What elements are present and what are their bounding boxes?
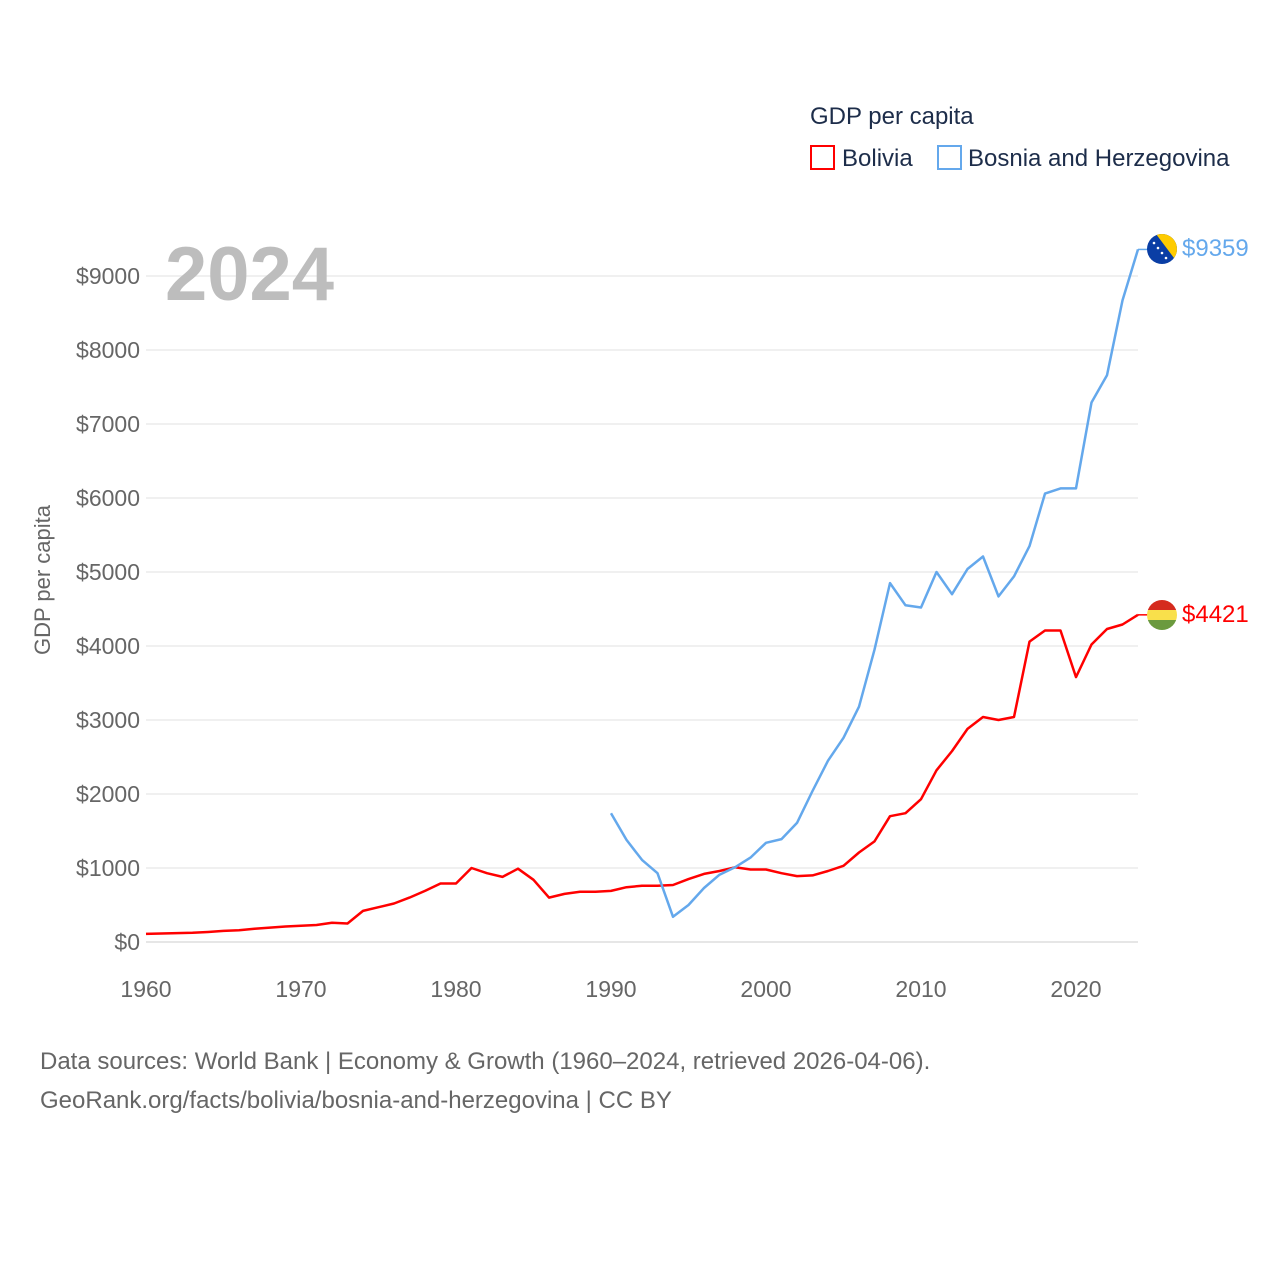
y-tick-label: $9000	[76, 263, 140, 289]
x-tick-label: 1960	[120, 976, 171, 1002]
bolivia-end-label: $4421	[1182, 601, 1249, 628]
y-axis-label: GDP per capita	[30, 504, 55, 655]
legend-item-bosnia[interactable]: Bosnia and Herzegovina	[937, 145, 1230, 172]
x-axis-ticks: 1960 1970 1980 1990 2000 2010 2020	[120, 976, 1101, 1002]
legend-label-bolivia: Bolivia	[842, 145, 913, 172]
gridlines	[146, 275, 1138, 943]
y-tick-label: $7000	[76, 411, 140, 437]
legend-item-bolivia[interactable]: Bolivia	[810, 145, 913, 172]
x-tick-label: 2010	[895, 976, 946, 1002]
year-label: 2024	[165, 232, 334, 317]
y-tick-label: $0	[114, 929, 140, 955]
source-line-1: Data sources: World Bank | Economy & Gro…	[40, 1048, 930, 1075]
x-tick-label: 1970	[275, 976, 326, 1002]
y-tick-label: $2000	[76, 781, 140, 807]
legend-swatch-bolivia	[810, 145, 835, 170]
y-tick-label: $6000	[76, 485, 140, 511]
y-tick-label: $8000	[76, 337, 140, 363]
bolivia-flag-icon	[1147, 600, 1177, 630]
legend-label-bosnia: Bosnia and Herzegovina	[968, 145, 1230, 172]
source-line-2[interactable]: GeoRank.org/facts/bolivia/bosnia-and-her…	[40, 1087, 672, 1114]
x-tick-label: 2020	[1050, 976, 1101, 1002]
y-axis-ticks: $0 $1000 $2000 $3000 $4000 $5000 $6000 $7000 $80…	[76, 263, 140, 955]
bosnia-end-label: $9359	[1182, 235, 1249, 262]
legend-title: GDP per capita	[810, 103, 974, 130]
y-tick-label: $1000	[76, 855, 140, 881]
legend-swatch-bosnia	[937, 145, 962, 170]
y-tick-label: $3000	[76, 707, 140, 733]
y-tick-label: $5000	[76, 559, 140, 585]
x-tick-label: 2000	[740, 976, 791, 1002]
bosnia-flag-icon	[1147, 234, 1177, 264]
x-tick-label: 1990	[585, 976, 636, 1002]
series-line-bolivia	[145, 613, 1139, 936]
series-line-bosnia	[609, 249, 1140, 919]
y-tick-label: $4000	[76, 633, 140, 659]
x-tick-label: 1980	[430, 976, 481, 1002]
